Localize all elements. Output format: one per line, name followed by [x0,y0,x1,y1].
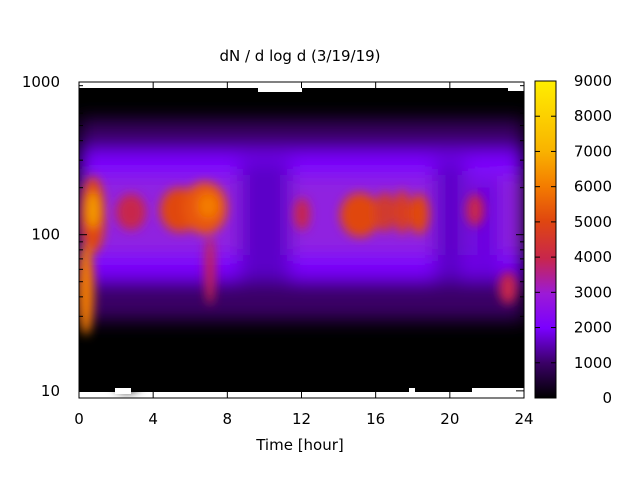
colorbar-tick-label: 6000 [574,178,612,196]
y-axis: 10 100 1000 [22,73,524,400]
heatmap-image [79,82,524,398]
y-tick-label: 1000 [22,73,60,91]
colorbar-tick-label: 0 [602,389,612,407]
colorbar-tick-label: 9000 [574,72,612,90]
x-tick-label: 24 [514,410,533,428]
colorbar-tick-label: 7000 [574,142,612,160]
colorbar-tick-label: 2000 [574,319,612,337]
x-tick-label: 12 [292,410,311,428]
x-axis: 0 4 8 12 16 20 24 [74,82,534,428]
x-tick-label: 20 [440,410,459,428]
y-tick-label: 10 [41,382,60,400]
colorbar-tick-label: 4000 [574,248,612,266]
x-tick-label: 16 [366,410,385,428]
colorbar: 0 1000 2000 3000 4000 5000 6000 7000 8000 9000 [534,72,612,407]
colorbar-tick-label: 5000 [574,213,612,231]
colorbar-tick-label: 3000 [574,283,612,301]
x-tick-label: 4 [148,410,158,428]
x-axis-label: Time [hour] [255,436,344,454]
x-tick-label: 0 [74,410,84,428]
x-tick-label: 8 [223,410,233,428]
colorbar-tick-label: 8000 [574,107,612,125]
colorbar-tick-label: 1000 [574,354,612,372]
y-tick-label: 100 [31,226,60,244]
chart-title: dN / d log d (3/19/19) [219,47,380,65]
